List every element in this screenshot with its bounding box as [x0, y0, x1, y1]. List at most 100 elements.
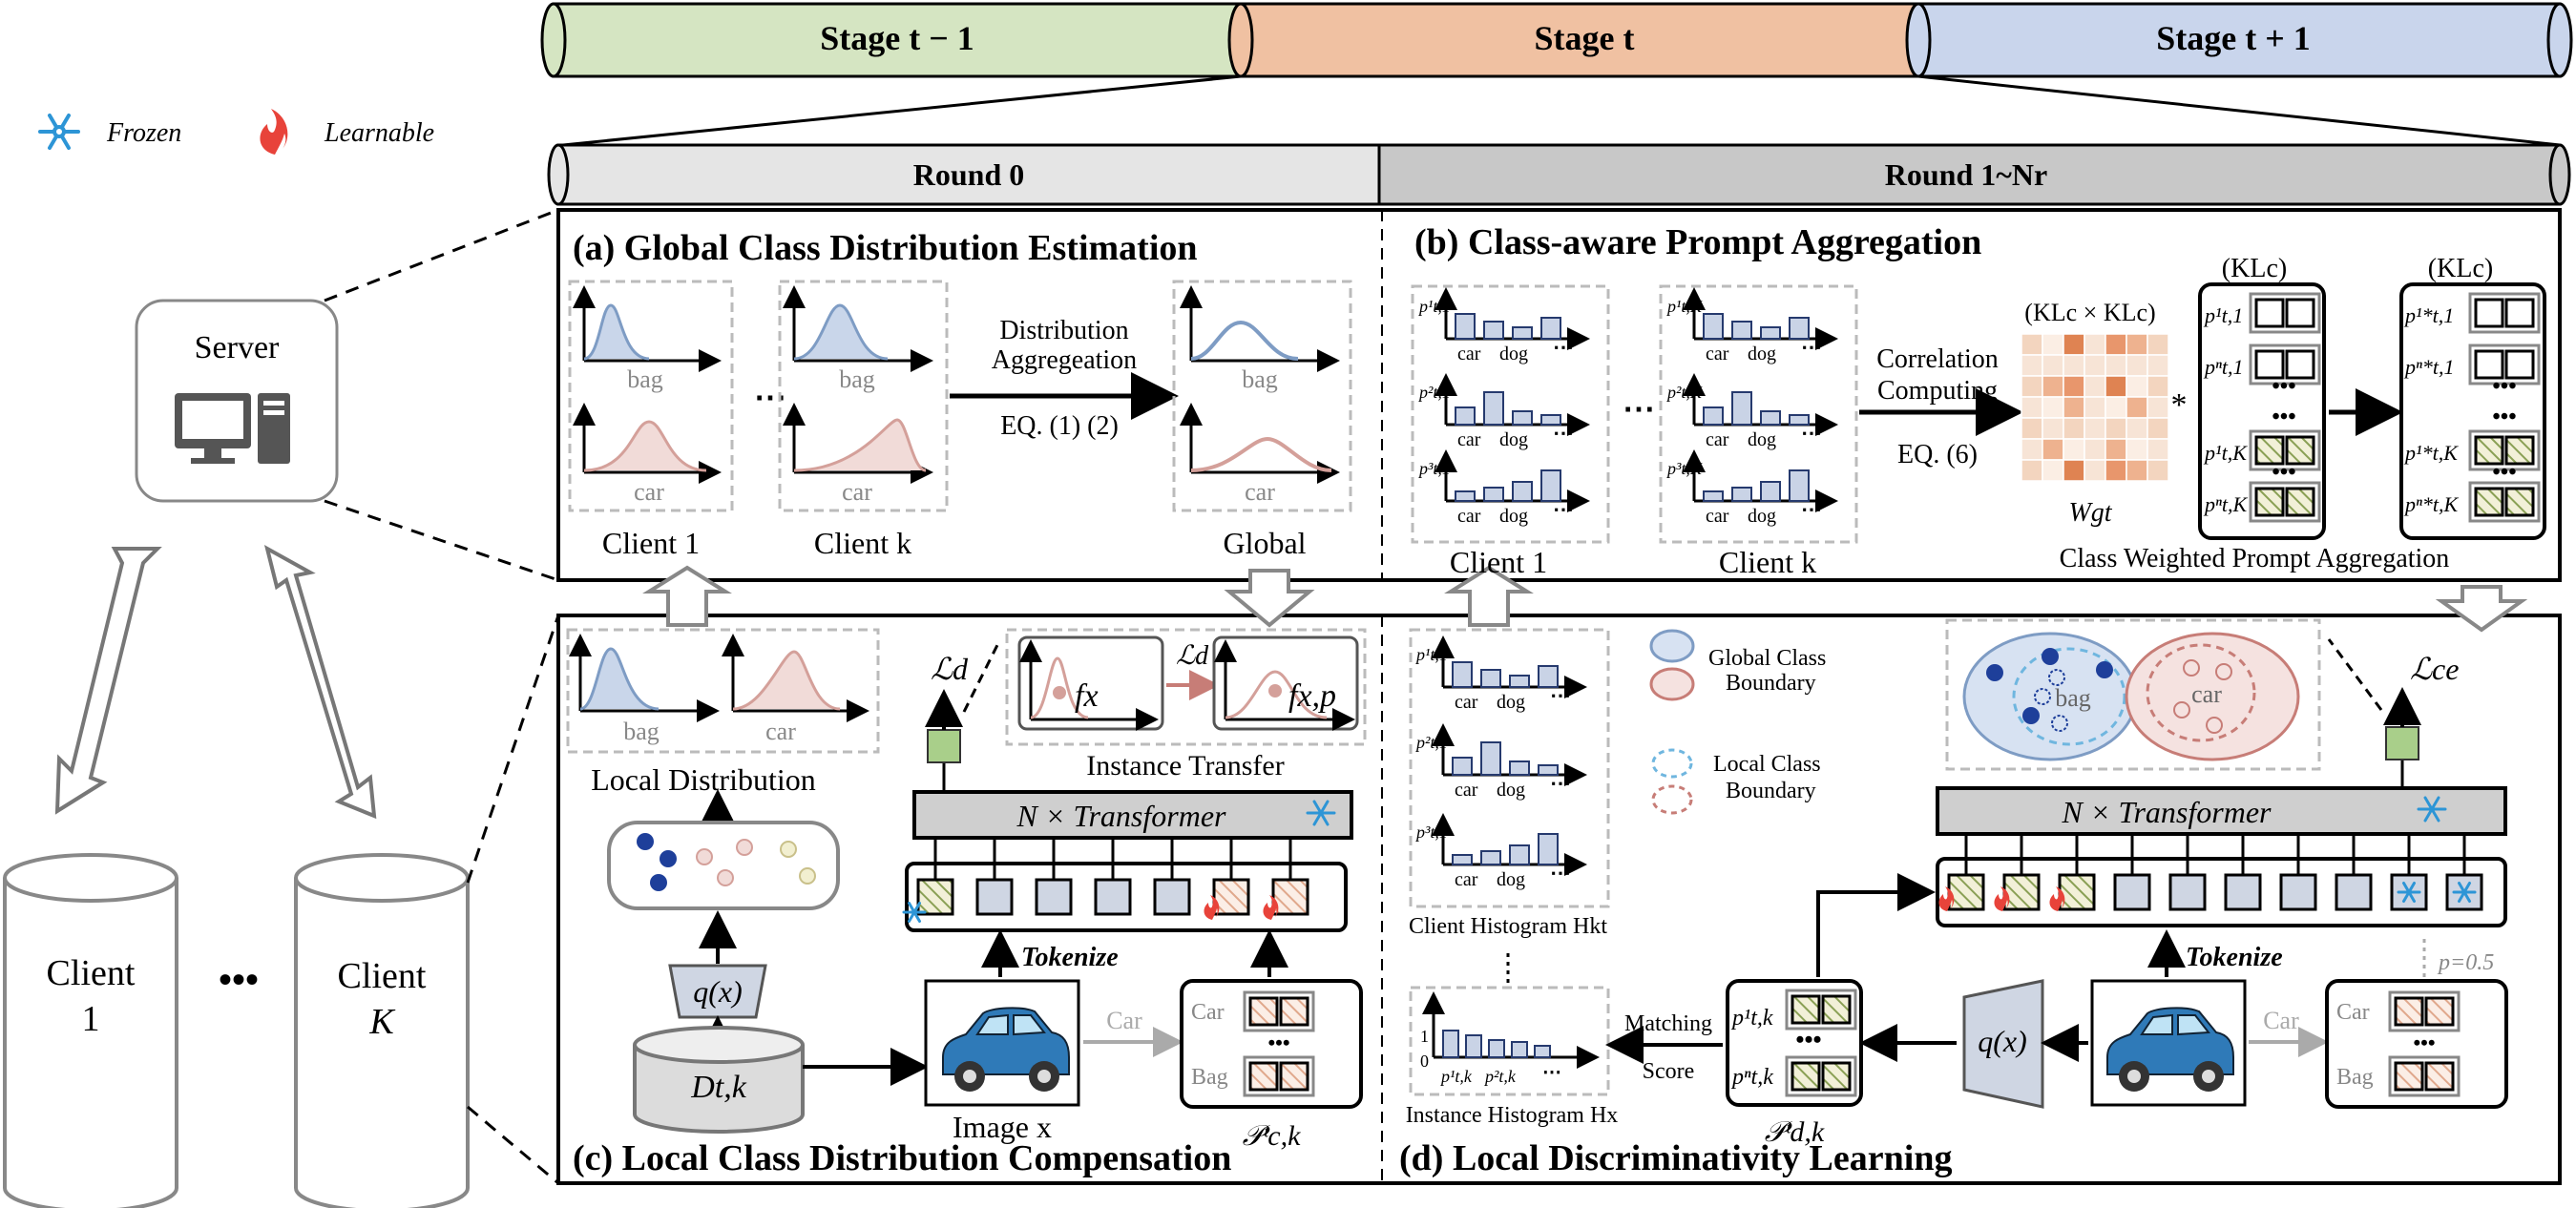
matrix-wg-label: Wgt [2068, 498, 2112, 528]
matrix-cell [2084, 417, 2106, 440]
d-transformer [1936, 786, 2507, 836]
token [1094, 878, 1132, 916]
histogram-car-label: car [1457, 429, 1481, 450]
instance-transfer-caption: Instance Transfer [1086, 750, 1284, 781]
client-1-label-b: 1 [82, 999, 100, 1039]
boundary-illustration-box [1945, 618, 2321, 771]
histogram-bar [1480, 850, 1501, 865]
server-panels-frame [556, 208, 2562, 582]
histogram-bar [1538, 665, 1559, 688]
d-client-hist-box [1409, 628, 1610, 908]
d-car-arrow-label: Car [2263, 1007, 2299, 1034]
left-prompts-size: (KLc) [2222, 254, 2287, 283]
matrix-cell [2021, 375, 2043, 398]
histogram-car-label: car [1455, 780, 1478, 801]
transfer-ld-label: ℒd [1176, 641, 1209, 671]
round1-label: Round 1~Nr [1885, 157, 2047, 192]
matrix-cell [2042, 459, 2064, 482]
client-1-label-a: Client [47, 953, 136, 993]
panel-a-title: (a) Global Class Distribution Estimation [573, 228, 1198, 268]
stage-curr-label: Stage t [1535, 19, 1635, 57]
flame-icon [1263, 895, 1279, 920]
histogram-dog-label: dog [1499, 344, 1528, 364]
matrix-cell [2063, 333, 2085, 356]
panel-a-ellipsis: ⋯ [754, 381, 786, 416]
histogram-prompt-label: p²t,1 [1414, 733, 1448, 752]
histogram-bar [1540, 469, 1561, 502]
histogram-car-label: car [1455, 692, 1478, 713]
matrix-cell [2042, 333, 2064, 356]
left-prompt-dots-2: ••• [2272, 405, 2295, 429]
pool-car-label: Car [2336, 1000, 2370, 1025]
left-prompt-dots-1: ••• [2272, 374, 2295, 399]
histogram-bar [1538, 764, 1559, 776]
d-qx-label: q(x) [1978, 1024, 2027, 1058]
right-prompts-size: (KLc) [2428, 254, 2493, 283]
matrix-cell [2126, 417, 2148, 440]
histogram-bar [1731, 487, 1752, 502]
prompt-agg-caption: Class Weighted Prompt Aggregation [2060, 544, 2450, 573]
boundary-bag-label: bag [2055, 684, 2091, 712]
histogram-prompt-label: p¹t,1 [1417, 297, 1451, 316]
dtk-label: Dt,k [690, 1070, 747, 1105]
histogram-bar [1731, 391, 1752, 426]
token [2224, 873, 2262, 911]
c-head [927, 729, 961, 763]
panel-d-title: (d) Local Discriminativity Learning [1399, 1138, 1952, 1178]
pool-bag-label: Bag [2336, 1065, 2374, 1090]
c-tokenize-label: Tokenize [1021, 943, 1119, 972]
agg-label-2: Aggregeation [992, 345, 1137, 375]
matrix-cell [2147, 417, 2169, 440]
client1-car-plot: car [573, 403, 722, 506]
client1-bag-plot: bag [573, 285, 722, 393]
c-image-label: Image x [953, 1110, 1052, 1144]
matrix-cell [2084, 438, 2106, 461]
histogram-ellipsis: ⋯ [1801, 421, 1822, 445]
stage-next-label: Stage t + 1 [2156, 19, 2311, 57]
histogram-bar [1540, 317, 1561, 340]
histogram-bar [1789, 317, 1810, 340]
client1-car-label: car [634, 478, 664, 506]
matrix-cell [2084, 396, 2106, 419]
global-bag-plot: bag [1180, 285, 1340, 393]
stage-curr-bar [1239, 2, 1920, 78]
matrix-cell [2105, 459, 2127, 482]
histogram-bar [1760, 326, 1781, 340]
token [2168, 873, 2207, 911]
left-prompt-label: p¹t,1 [2203, 303, 2243, 327]
round-bar: Round 0 Round 1~Nr [547, 143, 2571, 206]
d-tokens [1938, 834, 2483, 911]
histogram-bar [1455, 490, 1476, 502]
histogram-bar [1703, 490, 1724, 502]
d-head [2385, 726, 2419, 760]
histogram-bar [1480, 741, 1501, 776]
token [975, 878, 1014, 916]
clientk-car-label: car [842, 478, 872, 506]
histogram-car-label: car [1706, 506, 1729, 527]
histogram-bar [1483, 321, 1504, 340]
matrix-cell [2021, 417, 2043, 440]
stage-prev-label: Stage t − 1 [820, 19, 974, 57]
legend-frozen-label: Frozen [106, 118, 181, 148]
inst-hist-p2: p²t,k [1483, 1067, 1517, 1086]
histogram-bar [1509, 844, 1530, 865]
feature-samples [607, 821, 840, 910]
corr-label-2: Computing [1877, 376, 1998, 406]
c-transformer-frozen-icon [1306, 800, 1336, 826]
matrix-cell [2042, 438, 2064, 461]
stage-next-bar [1916, 2, 2562, 78]
matrix-cell [2042, 375, 2064, 398]
global-boundary-label-2: Boundary [1726, 671, 1816, 696]
down-arrow-a [1224, 569, 1315, 628]
histogram-prompt-label: p¹t,K [1665, 297, 1703, 316]
local-bag-label: bag [623, 718, 660, 745]
matrix-cell [2105, 417, 2127, 440]
d-transformer-label: N × Transformer [2062, 795, 2272, 829]
d-instance-hist-caption: Instance Histogram Hx [1406, 1103, 1619, 1128]
matrix-cell [2147, 354, 2169, 377]
agg-eq: EQ. (1) (2) [1000, 411, 1119, 441]
client-K-label-a: Client [338, 956, 427, 996]
histogram-ellipsis: ⋯ [1550, 861, 1571, 885]
